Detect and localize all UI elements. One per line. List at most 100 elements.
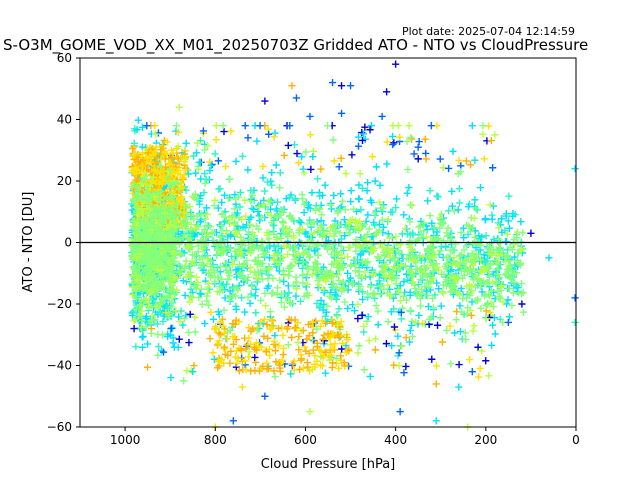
- data-point: [433, 279, 441, 287]
- data-point: [488, 250, 496, 258]
- data-point: [137, 324, 145, 332]
- data-point: [209, 349, 217, 357]
- data-point: [271, 129, 279, 137]
- data-point: [184, 170, 193, 178]
- data-point: [367, 246, 375, 254]
- data-point: [446, 322, 454, 330]
- data-point: [437, 302, 445, 310]
- data-point: [134, 182, 142, 190]
- data-point: [496, 294, 504, 302]
- data-point: [268, 219, 276, 227]
- data-point: [222, 227, 231, 235]
- data-point: [468, 122, 476, 130]
- data-point: [187, 226, 195, 234]
- y-tick-label: 20: [57, 174, 72, 188]
- data-point: [206, 158, 214, 166]
- data-point: [347, 261, 355, 269]
- data-point: [150, 254, 158, 262]
- data-point: [214, 157, 222, 165]
- data-point: [292, 94, 301, 102]
- data-point: [182, 224, 190, 233]
- data-point: [261, 187, 269, 195]
- data-point: [339, 246, 348, 255]
- data-point: [265, 235, 273, 243]
- data-point: [169, 179, 177, 187]
- data-point: [421, 135, 429, 143]
- data-point: [469, 224, 477, 232]
- data-point: [300, 200, 308, 208]
- data-point: [337, 154, 345, 162]
- data-point: [299, 225, 307, 234]
- data-point: [312, 264, 321, 272]
- data-point: [416, 302, 425, 310]
- x-tick-label: 400: [384, 433, 407, 447]
- data-point: [365, 336, 373, 345]
- data-point: [356, 244, 365, 252]
- data-point: [169, 149, 177, 158]
- data-point: [447, 360, 455, 368]
- data-point: [356, 285, 364, 294]
- data-point: [379, 204, 387, 212]
- data-point: [504, 318, 512, 327]
- data-point: [354, 314, 362, 323]
- data-point: [198, 260, 206, 269]
- data-point: [404, 165, 412, 174]
- data-point: [373, 228, 381, 237]
- data-point: [359, 130, 368, 138]
- data-point: [475, 232, 483, 240]
- data-point: [296, 297, 305, 305]
- data-point: [220, 245, 228, 253]
- data-point: [297, 219, 305, 227]
- data-point: [449, 147, 457, 155]
- data-point: [360, 366, 368, 374]
- data-point: [317, 296, 325, 305]
- data-point: [166, 220, 174, 229]
- data-point: [153, 301, 161, 309]
- data-point: [170, 343, 178, 351]
- data-point: [195, 293, 203, 302]
- data-point: [147, 329, 155, 338]
- data-point: [213, 250, 221, 259]
- data-point: [138, 307, 146, 315]
- data-point: [287, 370, 295, 378]
- data-point: [429, 304, 438, 312]
- data-point: [485, 313, 494, 322]
- y-tick-label: 60: [57, 51, 72, 65]
- data-point: [211, 196, 219, 204]
- data-point: [428, 276, 436, 284]
- data-point: [393, 257, 402, 265]
- data-point: [214, 340, 222, 348]
- data-point: [290, 141, 299, 149]
- data-point: [489, 321, 497, 329]
- data-point: [407, 321, 416, 330]
- data-point: [364, 211, 372, 219]
- data-point: [170, 308, 179, 316]
- data-point: [228, 260, 237, 269]
- data-point: [455, 290, 464, 298]
- data-point: [318, 317, 326, 325]
- data-point: [181, 291, 189, 300]
- data-point: [468, 283, 476, 291]
- data-point: [163, 254, 171, 262]
- data-point: [375, 254, 383, 262]
- data-point: [230, 205, 239, 213]
- data-point: [268, 316, 276, 324]
- data-point: [419, 319, 427, 328]
- data-point: [443, 326, 451, 335]
- data-point: [233, 230, 241, 238]
- data-point: [406, 243, 414, 251]
- data-point: [313, 299, 321, 308]
- data-point: [348, 280, 357, 289]
- data-point: [450, 254, 458, 262]
- data-point: [435, 285, 443, 293]
- data-point: [571, 294, 579, 302]
- data-point: [276, 184, 284, 192]
- data-point: [337, 251, 346, 259]
- data-point: [248, 282, 256, 290]
- data-point: [217, 221, 226, 230]
- data-point: [134, 235, 142, 243]
- data-point: [253, 137, 261, 145]
- data-point: [406, 218, 414, 226]
- data-point: [454, 206, 462, 214]
- data-point: [437, 243, 445, 251]
